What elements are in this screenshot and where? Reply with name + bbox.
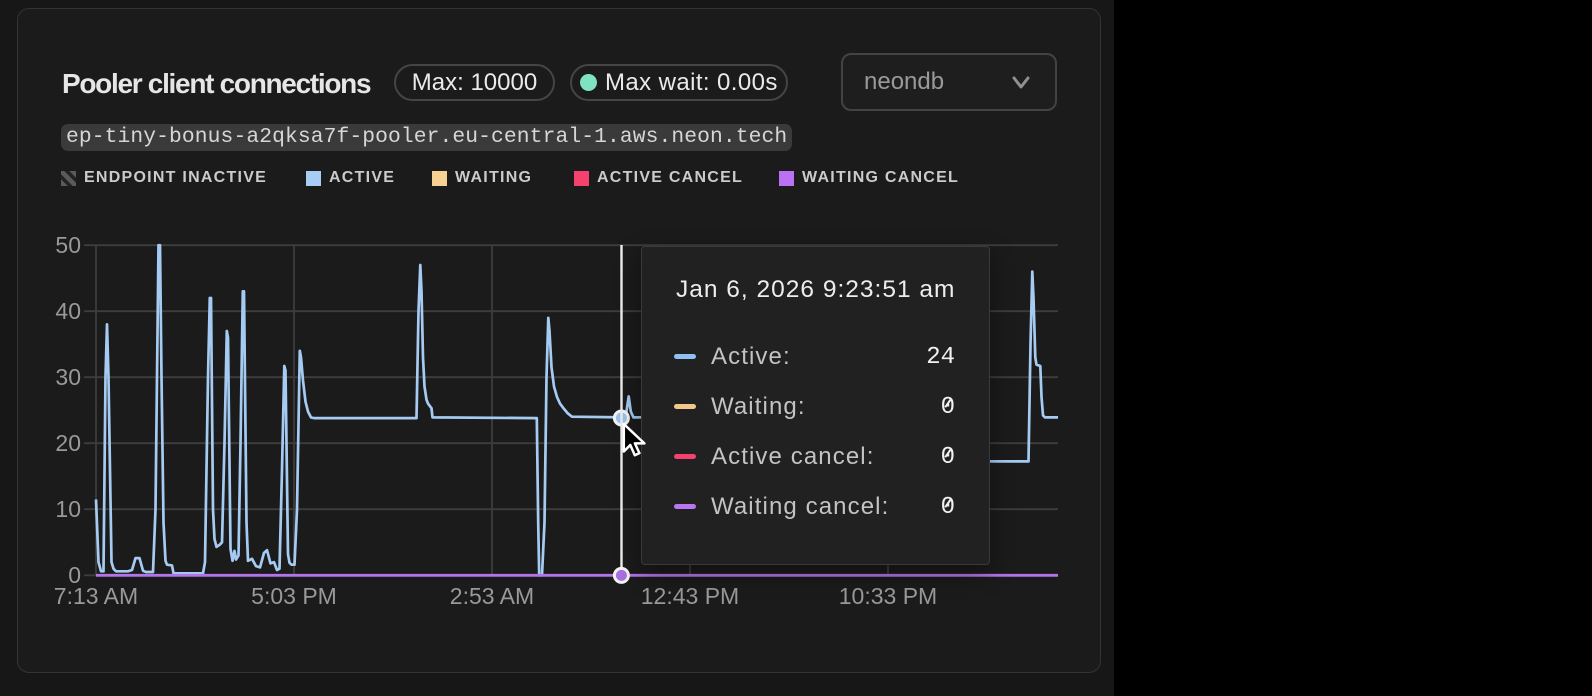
svg-text:10:33 PM: 10:33 PM <box>839 583 937 609</box>
svg-text:40: 40 <box>55 298 81 324</box>
svg-text:7:13 AM: 7:13 AM <box>54 583 138 609</box>
svg-text:50: 50 <box>55 232 81 258</box>
svg-text:2:53 AM: 2:53 AM <box>450 583 534 609</box>
svg-text:12:43 PM: 12:43 PM <box>641 583 739 609</box>
svg-text:20: 20 <box>55 430 81 456</box>
svg-text:0: 0 <box>68 562 81 588</box>
svg-text:10: 10 <box>55 496 81 522</box>
svg-text:30: 30 <box>55 364 81 390</box>
svg-text:5:03 PM: 5:03 PM <box>251 583 337 609</box>
